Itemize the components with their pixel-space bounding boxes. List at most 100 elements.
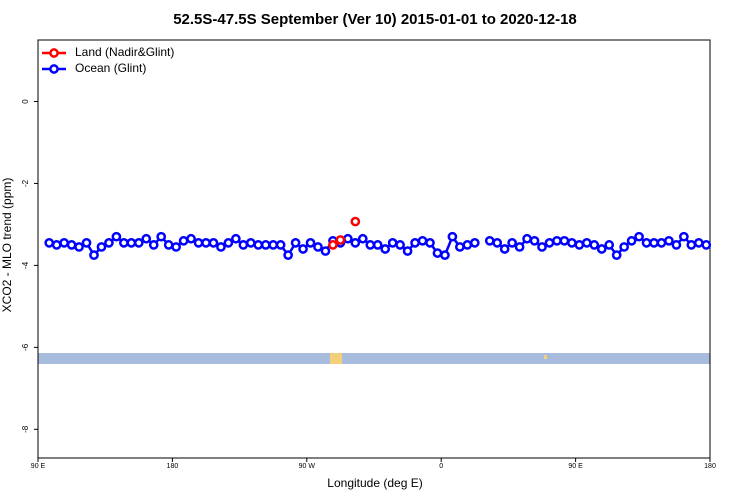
data-point — [395, 240, 405, 250]
data-point — [245, 238, 256, 248]
data-point — [537, 242, 547, 252]
data-point — [567, 238, 577, 248]
data-point — [507, 238, 517, 248]
data-point — [96, 242, 107, 252]
legend-label: Ocean (Glint) — [75, 61, 146, 75]
data-point — [387, 238, 398, 248]
data-point — [559, 235, 570, 246]
data-point — [223, 238, 234, 248]
data-point — [253, 240, 264, 250]
data-point — [686, 240, 697, 250]
data-point — [417, 235, 428, 246]
data-point — [313, 242, 323, 252]
data-point — [679, 231, 689, 242]
data-point — [693, 238, 704, 248]
y-tick-label: -6 — [21, 343, 30, 351]
plot-frame — [37, 39, 711, 459]
data-point — [51, 240, 62, 250]
data-point — [514, 242, 525, 252]
data-point — [290, 238, 301, 248]
data-point — [119, 238, 129, 248]
data-point — [275, 240, 286, 250]
data-point — [522, 233, 532, 244]
data-point — [163, 240, 174, 250]
x-tick-label: 180 — [167, 463, 179, 470]
data-point — [178, 235, 189, 246]
data-point — [343, 233, 353, 244]
data-point — [649, 238, 659, 248]
y-tick-label: -4 — [21, 261, 30, 269]
data-point — [141, 233, 152, 244]
data-point — [581, 238, 592, 248]
land-mask-spot — [330, 353, 342, 364]
data-point — [589, 240, 600, 250]
x-axis-label: Longitude (deg E) — [327, 476, 422, 490]
data-point — [544, 238, 555, 248]
data-point — [201, 238, 211, 248]
data-point — [357, 233, 368, 244]
data-point — [611, 250, 622, 260]
x-tick-label: 90 E — [31, 463, 46, 470]
data-point — [74, 242, 84, 252]
data-point — [231, 233, 241, 244]
land-mask-spot — [544, 355, 547, 359]
data-point — [641, 238, 652, 248]
data-point — [298, 244, 308, 254]
data-point — [328, 240, 338, 250]
data-point — [380, 244, 391, 254]
data-point — [238, 240, 249, 250]
data-point — [66, 240, 77, 250]
y-tick-label: -2 — [21, 179, 30, 187]
data-point — [552, 235, 562, 246]
data-point — [619, 242, 629, 252]
data-point — [59, 238, 69, 248]
legend-marker — [49, 48, 59, 58]
data-point — [529, 235, 540, 246]
data-point — [664, 235, 674, 246]
data-point — [365, 240, 376, 250]
data-point — [469, 238, 480, 248]
y-tick-label: 0 — [21, 99, 30, 104]
data-point — [133, 238, 144, 248]
x-tick-label: 90 E — [568, 463, 583, 470]
data-point — [402, 246, 413, 256]
x-tick-label: 180 — [704, 463, 716, 470]
data-point — [186, 233, 196, 244]
data-point — [126, 238, 137, 248]
data-point — [111, 231, 122, 242]
y-axis-label: XCO2 - MLO trend (ppm) — [0, 178, 14, 313]
data-point — [350, 238, 361, 248]
data-point — [350, 216, 361, 227]
land-mask-band — [38, 353, 710, 364]
data-point — [283, 250, 293, 260]
data-point — [462, 240, 473, 250]
data-point — [671, 240, 682, 250]
data-point — [440, 250, 450, 260]
data-point — [626, 235, 637, 246]
data-point — [596, 244, 607, 254]
data-point — [335, 235, 346, 245]
data-point — [455, 242, 465, 252]
data-point — [634, 231, 644, 242]
data-point — [320, 246, 331, 256]
data-point — [492, 238, 503, 248]
data-point — [484, 235, 495, 246]
x-tick-label: 90 W — [299, 463, 316, 470]
data-point — [410, 238, 420, 248]
data-point — [89, 250, 99, 260]
data-point — [260, 240, 271, 250]
data-point — [216, 242, 226, 252]
data-point — [432, 248, 443, 258]
data-point — [148, 240, 159, 250]
data-point — [193, 238, 204, 248]
data-point — [425, 238, 435, 248]
data-point — [447, 231, 458, 242]
data-point — [156, 231, 167, 242]
data-point — [81, 238, 92, 248]
data-point — [268, 240, 279, 250]
data-point — [499, 244, 510, 254]
data-point — [171, 242, 181, 252]
data-point — [44, 238, 55, 248]
legend-label: Land (Nadir&Glint) — [75, 45, 174, 59]
